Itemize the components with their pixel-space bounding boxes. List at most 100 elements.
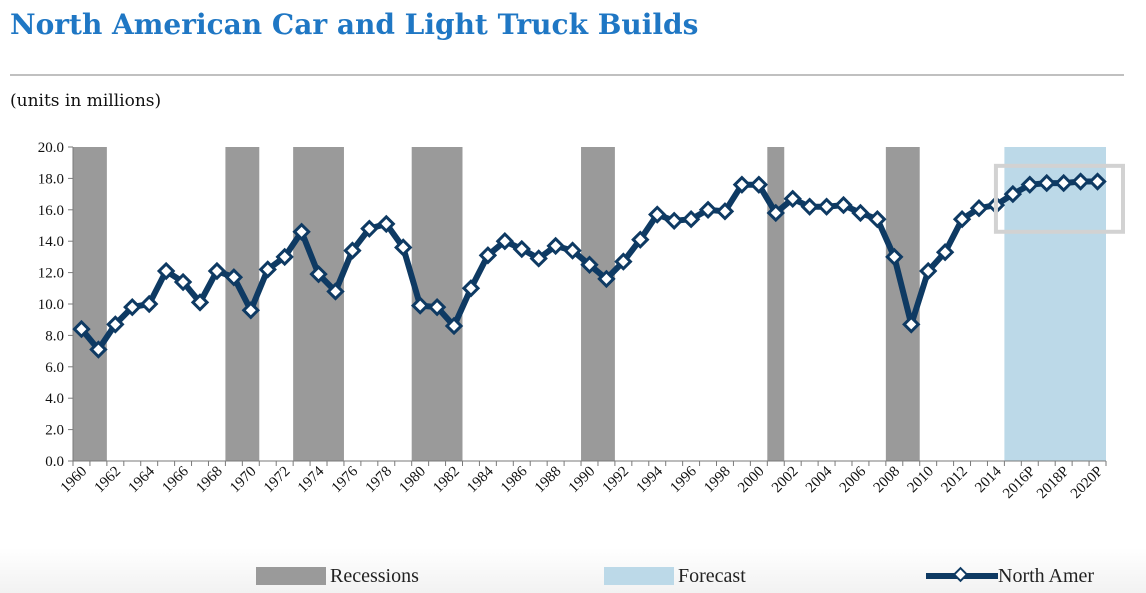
data-point: [478, 246, 498, 265]
x-tick-label: 2004: [803, 463, 836, 496]
data-point: [461, 279, 481, 298]
data-point: [817, 197, 836, 216]
y-tick-label: 18.0: [38, 171, 64, 187]
data-point: [444, 316, 464, 336]
data-point: [1003, 184, 1023, 204]
data-point: [834, 195, 853, 215]
x-tick-label: 1990: [566, 464, 599, 497]
legend-item-forecast: Forecast: [604, 563, 746, 589]
data-point: [207, 261, 227, 281]
line-chart: 0.02.04.06.08.010.012.014.016.018.020.0 …: [38, 140, 1125, 502]
data-point: [952, 210, 972, 229]
x-tick-label: 2016P: [1000, 464, 1038, 502]
data-point: [614, 252, 633, 271]
x-tick-label: 1970: [227, 464, 260, 497]
data-point: [1071, 172, 1090, 191]
x-tick-label: 2018P: [1034, 464, 1072, 502]
y-tick-label: 6.0: [45, 360, 64, 376]
data-point: [732, 175, 752, 194]
legend-label-series: North Amer: [998, 564, 1095, 587]
data-point: [885, 247, 904, 267]
axes: [68, 146, 1107, 466]
y-tick-label: 2.0: [45, 423, 64, 439]
data-point: [241, 301, 261, 320]
x-tick-label: 1962: [92, 464, 125, 497]
y-tick-label: 0.0: [45, 454, 64, 470]
x-tick-label: 2002: [769, 464, 802, 497]
recession-band-4: [581, 147, 615, 461]
data-point: [597, 269, 616, 289]
x-tick-label: 1986: [498, 463, 531, 496]
data-point: [89, 340, 108, 359]
recession-band-6: [885, 147, 920, 461]
y-tick-label: 8.0: [45, 328, 64, 344]
legend-label-recessions: Recessions: [330, 564, 419, 587]
x-tick-label: 2010: [904, 464, 937, 497]
forecast-highlight-rect: [993, 163, 1125, 234]
x-tick-labels: 1960 1962 1964 1966 1968 1970 1972 1974 1976 1978…: [58, 463, 1107, 502]
x-tick-label: 1974: [295, 463, 328, 496]
data-point: [173, 272, 193, 292]
data-point: [258, 260, 277, 279]
data-point: [326, 282, 345, 301]
y-tick-label: 20.0: [38, 140, 64, 156]
data-point: [394, 238, 413, 257]
data-point: [72, 319, 91, 339]
x-tick-label: 1978: [363, 464, 396, 497]
data-point: [512, 239, 531, 259]
y-tick-label: 14.0: [38, 234, 64, 250]
data-point: [343, 241, 362, 260]
forecast-highlight-box: [993, 163, 1125, 234]
data-point: [783, 189, 802, 209]
x-tick-label: 1966: [159, 463, 192, 496]
data-point: [156, 261, 176, 281]
x-tick-label: 1972: [261, 464, 294, 497]
recession-band-0: [73, 147, 107, 461]
y-tick-labels: 0.0 2.0 4.0 6.0 8.0 10.0 12.0 14.0 16.0 18.0 20.0: [38, 140, 64, 470]
x-tick-label: 1992: [600, 464, 633, 497]
data-point: [1054, 173, 1073, 193]
data-point: [851, 203, 870, 223]
data-point: [275, 247, 294, 267]
data-point: [681, 210, 701, 229]
data-point: [648, 205, 667, 224]
data-point: [529, 249, 548, 268]
data-point: [698, 200, 718, 219]
legend-swatch-forecast: [604, 567, 674, 585]
x-tick-label: 1976: [329, 463, 362, 496]
y-tick-label: 16.0: [38, 203, 64, 219]
data-point: [766, 203, 785, 223]
legend-background: [0, 548, 1146, 593]
recession-bands: [73, 147, 920, 461]
data-point: [427, 297, 447, 317]
series-north-amer: [72, 172, 1107, 359]
x-tick-label: 1988: [532, 464, 565, 497]
forecast-band: [1004, 147, 1106, 461]
data-point: [868, 210, 887, 229]
data-point: [935, 242, 955, 262]
data-point: [969, 199, 989, 218]
data-point: [580, 255, 599, 274]
data-point: [410, 296, 430, 315]
chart-title: North American Car and Light Truck Build…: [10, 8, 699, 41]
recession-band-5: [767, 147, 785, 461]
data-point: [1088, 172, 1107, 191]
x-tick-label: 2008: [871, 464, 904, 497]
data-point: [190, 293, 210, 312]
y-tick-label: 4.0: [45, 391, 64, 407]
data-point: [1020, 175, 1039, 194]
data-point: [140, 294, 159, 314]
x-tick-label: 1968: [193, 464, 226, 497]
data-point: [360, 219, 379, 238]
data-point: [715, 202, 735, 221]
y-tick-label: 10.0: [38, 297, 64, 313]
data-point: [495, 232, 515, 251]
data-point: [309, 264, 328, 284]
x-tick-label: 2020P: [1068, 464, 1106, 502]
data-point: [800, 197, 819, 216]
units-label: (units in millions): [10, 91, 162, 111]
legend-item-recessions: Recessions: [256, 563, 419, 589]
title-divider: [10, 74, 1124, 76]
x-tick-label: 2000: [735, 464, 768, 497]
x-tick-label: 1980: [396, 464, 429, 497]
